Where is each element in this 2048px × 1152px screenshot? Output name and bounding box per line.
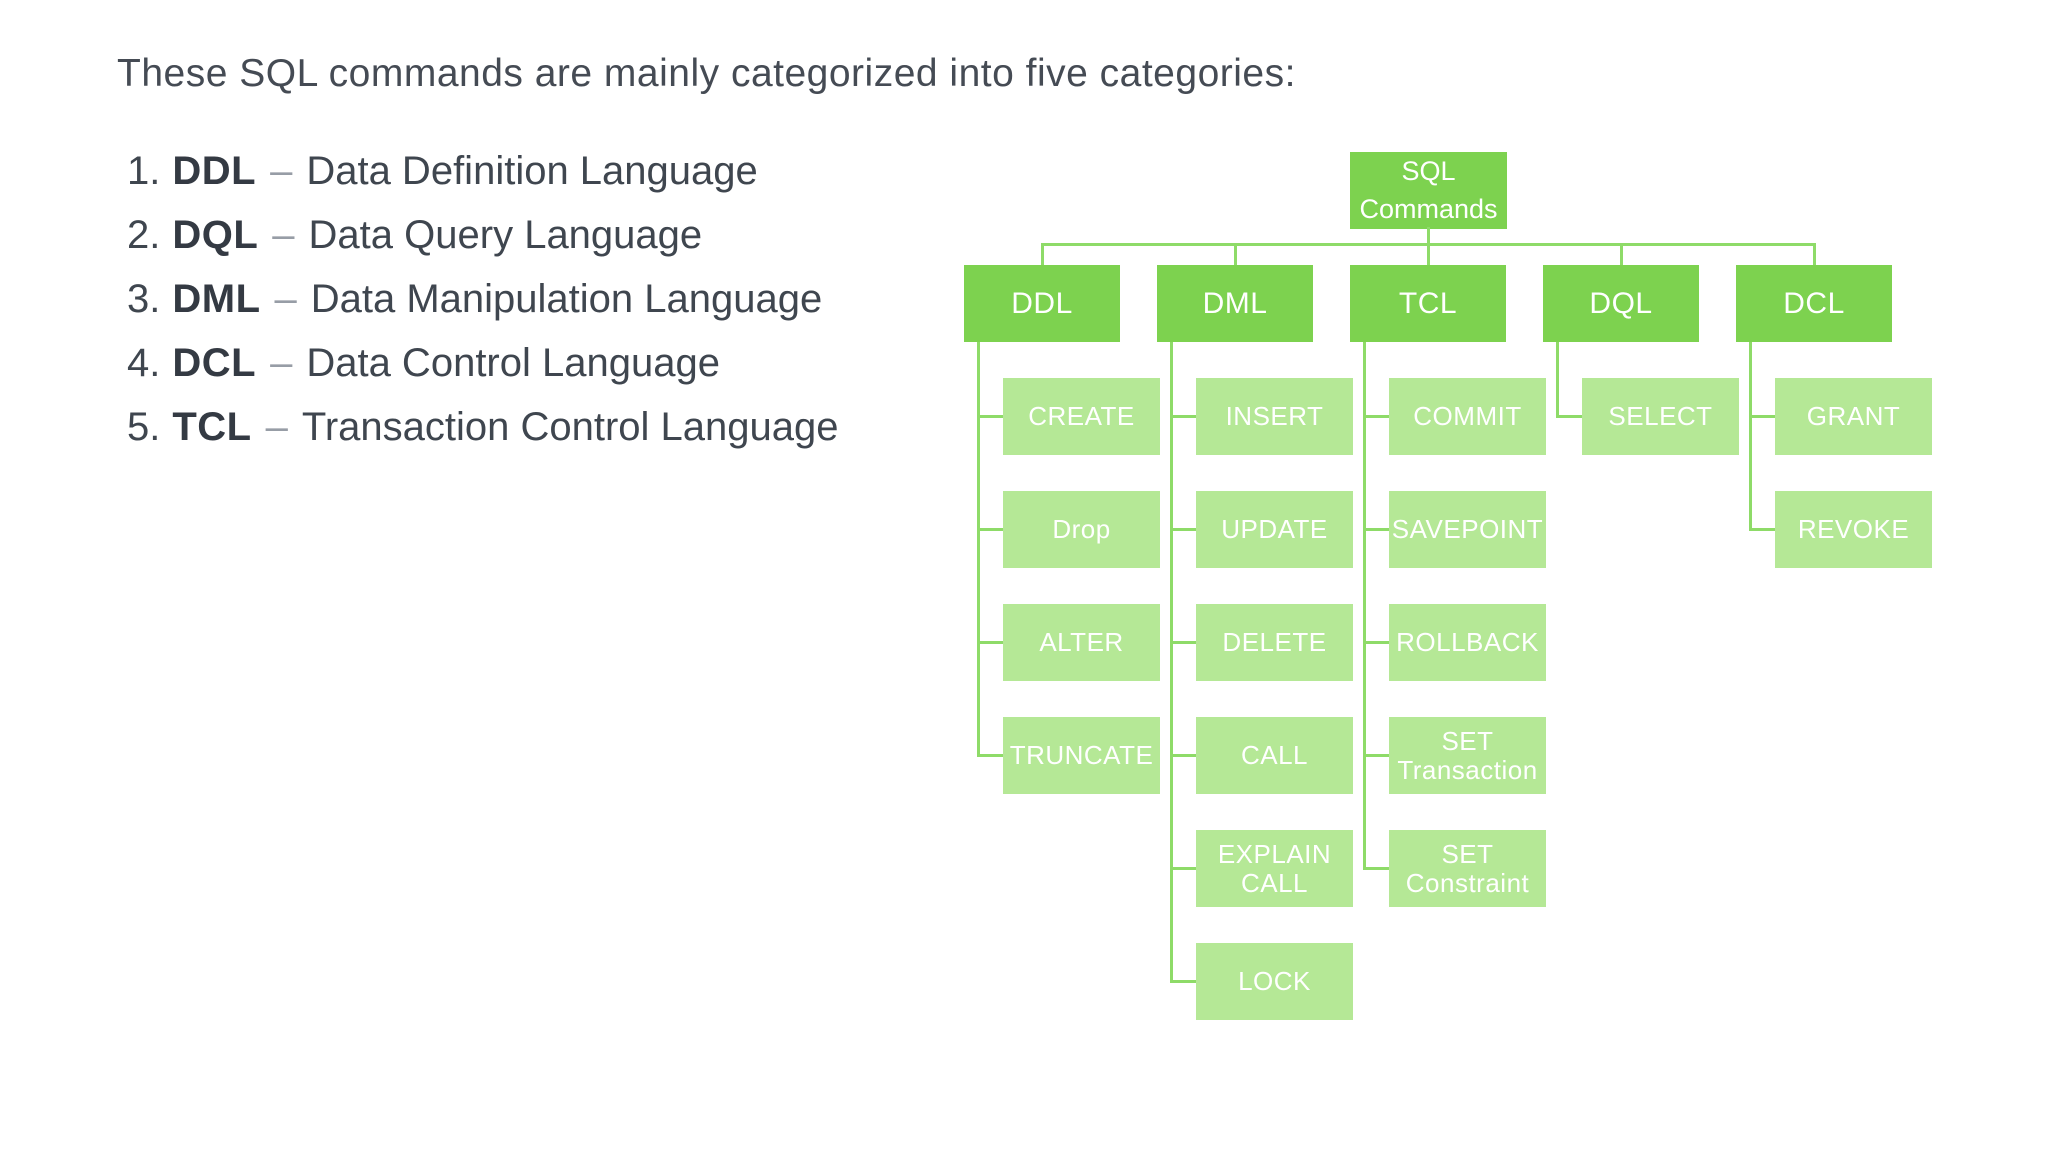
connector-tick <box>1749 528 1775 531</box>
node-grant: GRANT <box>1775 378 1932 455</box>
node-sql-commands: SQL Commands <box>1350 152 1507 229</box>
connector-trunk-dql <box>1556 342 1559 418</box>
list-item-tcl: 5. TCL – Transaction Control Language <box>127 395 839 459</box>
connector-trunk-dcl <box>1749 342 1752 531</box>
connector-tick <box>1363 415 1389 418</box>
page-title: These SQL commands are mainly categorize… <box>117 52 1296 95</box>
list-definition: Data Manipulation Language <box>310 276 823 321</box>
connector-tick <box>1170 867 1196 870</box>
connector-tick <box>1363 641 1389 644</box>
node-drop: Drop <box>1003 491 1160 568</box>
connector-trunk-dml <box>1170 342 1173 982</box>
node-select: SELECT <box>1582 378 1739 455</box>
connector-tick <box>1749 415 1775 418</box>
connector-tick <box>1170 754 1196 757</box>
node-dcl: DCL <box>1736 265 1892 342</box>
list-number: 4. <box>127 340 161 385</box>
connector-tick <box>1170 641 1196 644</box>
list-dash: – <box>270 340 293 385</box>
list-item-ddl: 1. DDL – Data Definition Language <box>127 139 839 203</box>
connector-tick <box>1170 415 1196 418</box>
list-term: DML <box>172 276 261 321</box>
node-update: UPDATE <box>1196 491 1353 568</box>
list-definition: Transaction Control Language <box>301 404 839 449</box>
connector-trunk-ddl <box>977 342 980 757</box>
node-commit: COMMIT <box>1389 378 1546 455</box>
node-savepoint: SAVEPOINT <box>1389 491 1546 568</box>
list-item-dql: 2. DQL – Data Query Language <box>127 203 839 267</box>
node-rollback: ROLLBACK <box>1389 604 1546 681</box>
connector-stub-tcl <box>1427 243 1430 266</box>
connector-tick <box>1363 867 1389 870</box>
list-number: 1. <box>127 148 161 193</box>
list-item-dcl: 4. DCL – Data Control Language <box>127 331 839 395</box>
connector-root-stub <box>1427 227 1430 246</box>
node-dql: DQL <box>1543 265 1699 342</box>
node-lock: LOCK <box>1196 943 1353 1020</box>
connector-tick <box>1556 415 1582 418</box>
connector-tick <box>1170 528 1196 531</box>
list-number: 5. <box>127 404 161 449</box>
node-ddl: DDL <box>964 265 1120 342</box>
list-dash: – <box>265 404 288 449</box>
node-explain-call: EXPLAIN CALL <box>1196 830 1353 907</box>
node-delete: DELETE <box>1196 604 1353 681</box>
list-definition: Data Definition Language <box>306 148 758 193</box>
node-truncate: TRUNCATE <box>1003 717 1160 794</box>
connector-tick <box>977 754 1003 757</box>
connector-tick <box>977 415 1003 418</box>
connector-stub-dql <box>1620 243 1623 266</box>
node-set-constraint: SET Constraint <box>1389 830 1546 907</box>
node-dml: DML <box>1157 265 1313 342</box>
connector-tick <box>977 528 1003 531</box>
connector-tick <box>1363 528 1389 531</box>
connector-trunk-tcl <box>1363 342 1366 869</box>
list-definition: Data Query Language <box>308 212 703 257</box>
connector-stub-dml <box>1234 243 1237 266</box>
node-set-transaction: SET Transaction <box>1389 717 1546 794</box>
node-tcl: TCL <box>1350 265 1506 342</box>
list-term: TCL <box>172 404 252 449</box>
node-call: CALL <box>1196 717 1353 794</box>
node-revoke: REVOKE <box>1775 491 1932 568</box>
connector-stub-dcl <box>1813 243 1816 266</box>
list-term: DDL <box>172 148 257 193</box>
connector-tick <box>1363 754 1389 757</box>
node-alter: ALTER <box>1003 604 1160 681</box>
list-item-dml: 3. DML – Data Manipulation Language <box>127 267 839 331</box>
list-term: DQL <box>172 212 259 257</box>
list-dash: – <box>274 276 297 321</box>
node-create: CREATE <box>1003 378 1160 455</box>
connector-stub-ddl <box>1041 243 1044 266</box>
list-dash: – <box>272 212 295 257</box>
category-list: 1. DDL – Data Definition Language 2. DQL… <box>127 139 839 459</box>
connector-tick <box>977 641 1003 644</box>
list-term: DCL <box>172 340 257 385</box>
list-dash: – <box>270 148 293 193</box>
list-number: 2. <box>127 212 161 257</box>
list-definition: Data Control Language <box>306 340 720 385</box>
node-insert: INSERT <box>1196 378 1353 455</box>
connector-tick <box>1170 980 1196 983</box>
list-number: 3. <box>127 276 161 321</box>
